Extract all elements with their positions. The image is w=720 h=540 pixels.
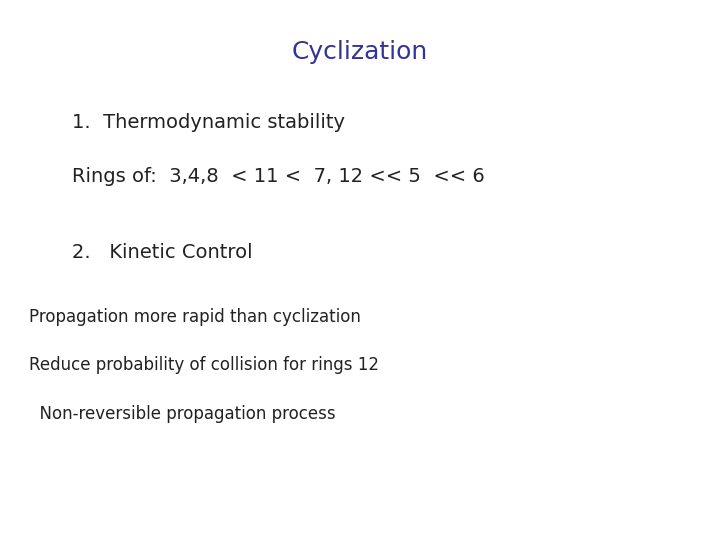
Text: Propagation more rapid than cyclization: Propagation more rapid than cyclization: [29, 308, 361, 326]
Text: Cyclization: Cyclization: [292, 40, 428, 64]
Text: Rings of:  3,4,8  < 11 <  7, 12 << 5  << 6: Rings of: 3,4,8 < 11 < 7, 12 << 5 << 6: [72, 167, 485, 186]
Text: Non-reversible propagation process: Non-reversible propagation process: [29, 405, 336, 423]
Text: Reduce probability of collision for rings 12: Reduce probability of collision for ring…: [29, 356, 379, 374]
Text: 1.  Thermodynamic stability: 1. Thermodynamic stability: [72, 113, 345, 132]
Text: 2.   Kinetic Control: 2. Kinetic Control: [72, 243, 253, 262]
